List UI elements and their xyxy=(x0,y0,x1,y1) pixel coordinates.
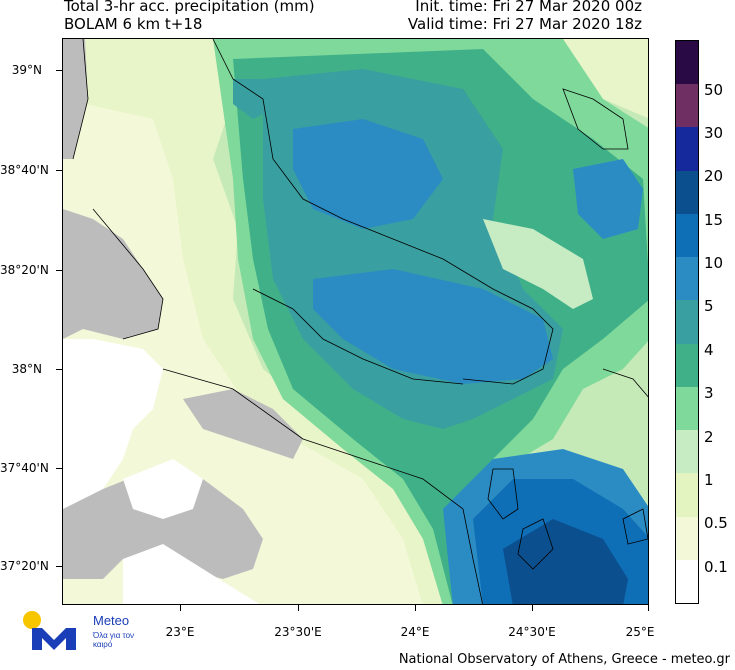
meteo-logo xyxy=(23,611,76,650)
colorbar-label: 1 xyxy=(704,471,714,489)
logo-name: Meteo xyxy=(93,613,130,628)
precip-core-east xyxy=(573,159,643,239)
land-gray-west xyxy=(63,209,163,339)
lat-label-39n: 39°N xyxy=(11,63,42,77)
precip-core-se-max xyxy=(503,519,628,604)
lon-label-24e: 24°E xyxy=(400,625,430,639)
model-label: BOLAM 6 km t+18 xyxy=(64,15,203,33)
chart-title: Total 3-hr acc. precipitation (mm) xyxy=(64,0,315,15)
land-gray-salamis xyxy=(183,389,303,459)
lat-label-38-20n: 38°20'N xyxy=(0,263,49,277)
logo-m-icon xyxy=(32,628,76,650)
precip-core-nw xyxy=(233,79,273,119)
land-white-west xyxy=(63,339,163,509)
logo-tagline: Όλα για τον καιρό xyxy=(93,631,135,649)
colorbar-segment xyxy=(676,257,698,300)
colorbar-label: 5 xyxy=(704,297,714,315)
colorbar-segment xyxy=(676,300,698,344)
init-time: Init. time: Fri 27 Mar 2020 00z xyxy=(415,0,642,15)
valid-time: Valid time: Fri 27 Mar 2020 18z xyxy=(407,15,642,33)
precipitation-map xyxy=(62,38,649,605)
lat-label-37-20n: 37°20'N xyxy=(0,559,49,573)
lon-tick xyxy=(298,605,299,611)
colorbar-label: 10 xyxy=(704,254,724,272)
colorbar-label: 30 xyxy=(704,124,724,142)
lon-tick xyxy=(532,605,533,611)
lat-label-38-40n: 38°40'N xyxy=(0,163,49,177)
lon-tick xyxy=(415,605,416,611)
lon-tick xyxy=(180,605,181,611)
colorbar-segment xyxy=(676,473,698,517)
lat-label-37-40n: 37°40'N xyxy=(0,461,49,475)
lat-tick xyxy=(56,270,62,271)
colorbar-segment xyxy=(676,84,698,127)
colorbar-segment xyxy=(676,214,698,257)
colorbar-segment xyxy=(676,344,698,387)
lat-tick xyxy=(56,468,62,469)
colorbar-segment xyxy=(676,387,698,430)
lon-label-23e: 23°E xyxy=(165,625,195,639)
colorbar-label: 0.5 xyxy=(704,514,728,532)
colorbar-label: 15 xyxy=(704,211,724,229)
coastlines xyxy=(72,39,648,604)
lon-tick xyxy=(648,605,649,611)
precip-core-central xyxy=(313,269,553,384)
precip-gap-east xyxy=(483,219,593,309)
land-white-south xyxy=(123,459,203,519)
lat-tick xyxy=(56,70,62,71)
lat-tick xyxy=(56,369,62,370)
colorbar-label: 50 xyxy=(704,81,724,99)
land-gray-south xyxy=(63,469,263,579)
lon-label-23-30e: 23°30'E xyxy=(274,625,322,639)
lat-tick xyxy=(56,566,62,567)
colorbar-segment xyxy=(676,430,698,473)
colorbar-label: 20 xyxy=(704,167,724,185)
footer-credit: National Observatory of Athens, Greece -… xyxy=(398,652,730,667)
colorbar-segment xyxy=(676,560,698,603)
lon-label-24-30e: 24°30'E xyxy=(508,625,556,639)
colorbar-label: 4 xyxy=(704,341,714,359)
colorbar-label: 0.1 xyxy=(704,558,728,576)
colorbar-segment xyxy=(676,127,698,171)
colorbar-segment xyxy=(676,171,698,214)
land-gray-nw xyxy=(63,39,88,159)
colorbar xyxy=(675,40,699,604)
colorbar-label: 2 xyxy=(704,428,714,446)
map-canvas xyxy=(63,39,648,604)
lon-label-25e: 25°E xyxy=(625,625,655,639)
colorbar-segment xyxy=(676,517,698,560)
colorbar-segment xyxy=(676,41,698,84)
colorbar-label: 3 xyxy=(704,384,714,402)
precip-core-north xyxy=(293,119,443,229)
logo-sun-icon xyxy=(23,611,41,629)
lat-tick xyxy=(56,170,62,171)
lat-label-38n: 38°N xyxy=(11,362,42,376)
precip-field-ne xyxy=(563,39,648,119)
land-white-sw xyxy=(123,544,260,604)
